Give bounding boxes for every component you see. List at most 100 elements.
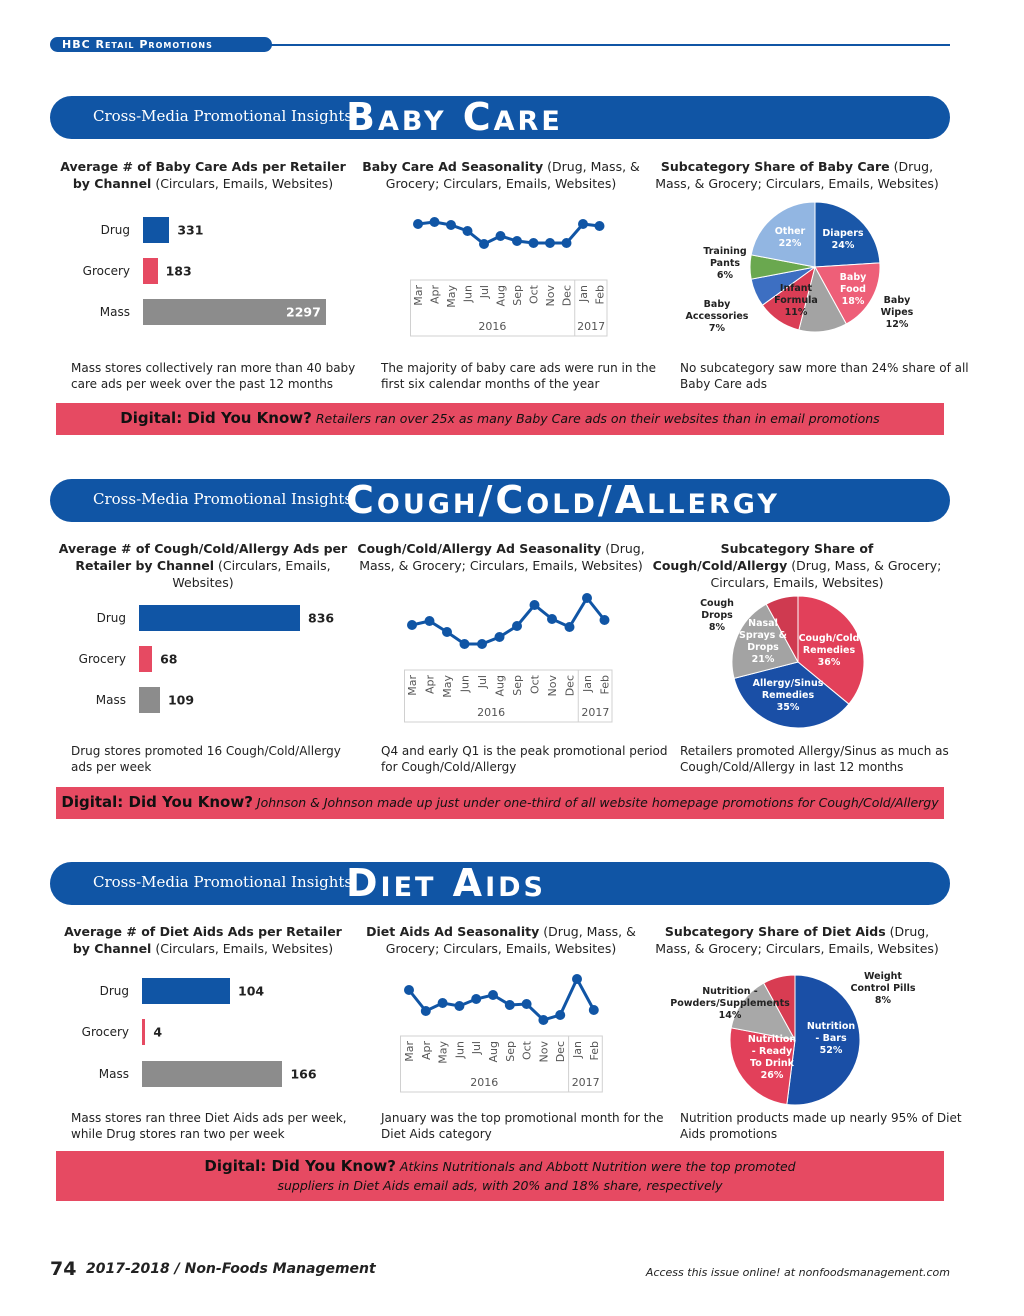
month-tick-label: Apr: [424, 675, 437, 695]
data-point: [582, 593, 592, 603]
heading-bold: Average # of Cough/Cold/Allergy Ads per …: [58, 541, 348, 573]
data-point: [424, 616, 435, 626]
bar-category-label: Mass: [98, 1067, 129, 1081]
month-tick-label: Jul: [476, 675, 489, 689]
bar-category-label: Grocery: [78, 652, 126, 666]
axis-box: [400, 1035, 603, 1093]
subcategory-pie-chart: [729, 974, 861, 1106]
bar: [143, 258, 158, 284]
chart-heading: Cough/Cold/Allergy Ad Seasonality (Drug,…: [356, 540, 646, 574]
month-tick-label: Oct: [521, 1040, 534, 1060]
data-point: [495, 231, 506, 241]
pie-slice: [763, 974, 796, 1041]
pie-slice-label: Other 22%: [774, 226, 806, 249]
year-label: 2016: [477, 706, 505, 719]
chart-heading: Subcategory Share of Cough/Cold/Allergy …: [652, 540, 942, 591]
month-tick-label: Sep: [511, 285, 524, 306]
data-point: [404, 985, 414, 995]
chart-heading: Diet Aids Ad Seasonality (Drug, Mass, & …: [356, 923, 646, 957]
pie-slice-label: Cough Drops 8%: [700, 598, 734, 633]
pie-slice-label: Nutrition - Powders/Supplements 14%: [670, 986, 790, 1021]
chart-caption: Mass stores collectively ran more than 4…: [71, 361, 356, 391]
data-point: [429, 217, 440, 227]
pie-slice-label: Cough/Cold Remedies 36%: [798, 633, 860, 668]
month-tick-label: Jan: [571, 1041, 584, 1059]
did-you-know-banner: Digital: Did You Know? Johnson & Johnson…: [56, 787, 944, 819]
bar-value-label: 166: [290, 1066, 317, 1082]
month-tick-label: Aug: [495, 285, 508, 306]
did-you-know-text: Retailers ran over 25x as many Baby Care…: [311, 411, 880, 426]
month-tick-label: Nov: [537, 1041, 550, 1063]
chart-caption: Drug stores promoted 16 Cough/Cold/Aller…: [71, 744, 341, 774]
bar: [139, 687, 160, 713]
month-tick-label: Mar: [406, 675, 419, 696]
did-you-know-lead: Digital: Did You Know?: [204, 1157, 396, 1175]
seasonality-line-chart: Mar Apr May Jun Jul Aug Sep Oct Nov Dec Jan Feb2016…: [404, 593, 613, 723]
did-you-know-lead: Digital: Did You Know?: [120, 409, 312, 427]
data-point: [512, 236, 522, 246]
bar-category-label: Drug: [100, 223, 130, 237]
heading-qualifier: (Circulars, Emails, Websites): [172, 558, 331, 590]
chart-heading: Baby Care Ad Seasonality (Drug, Mass, & …: [356, 158, 646, 192]
banner-title: Diet Aids: [346, 861, 546, 905]
bar-category-label: Drug: [99, 984, 129, 998]
data-point: [459, 639, 470, 649]
bar-category-label: Mass: [95, 693, 126, 707]
data-point: [599, 615, 610, 625]
data-point: [529, 600, 540, 610]
month-tick-label: Dec: [564, 675, 577, 696]
bar-category-label: Mass: [99, 305, 130, 319]
heading-qualifier: (Drug, Mass, & Grocery; Circulars, Email…: [385, 924, 636, 956]
pie-slice-label: Nutrition - Ready To Drink 26%: [747, 1034, 797, 1081]
heading-bold: Average # of Baby Care Ads per Retailer …: [60, 159, 346, 191]
month-tick-label: Oct: [529, 674, 542, 694]
chart-heading: Average # of Cough/Cold/Allergy Ads per …: [58, 540, 348, 591]
subcategory-pie-chart: [731, 595, 865, 729]
heading-bold: Subcategory Share of Cough/Cold/Allergy: [652, 541, 874, 573]
chart-caption: The majority of baby care ads were run i…: [381, 361, 656, 391]
month-tick-label: May: [437, 1041, 450, 1064]
publication-name: 2017-2018 / Non-Foods Management: [86, 1261, 376, 1277]
bar: [139, 605, 300, 631]
month-tick-label: Apr: [420, 1041, 433, 1061]
month-tick-label: Aug: [487, 1041, 500, 1062]
data-point: [561, 238, 572, 248]
series-line: [407, 975, 596, 1022]
month-tick-label: May: [445, 285, 458, 308]
pie-slice-label: Diapers 24%: [822, 228, 864, 251]
month-tick-label: Aug: [494, 675, 507, 696]
month-tick-label: Jan: [577, 285, 590, 303]
data-point: [528, 238, 539, 248]
data-point: [588, 1005, 599, 1015]
data-point: [446, 220, 456, 230]
pie-slice-label: Infant Formula 11%: [774, 283, 818, 318]
heading-qualifier: (Circulars, Emails, Websites): [151, 941, 334, 956]
seasonality-line-chart: Mar Apr May Jun Jul Aug Sep Oct Nov Dec Jan Feb2016…: [400, 974, 603, 1093]
year-label: 2017: [581, 706, 609, 719]
heading-bold: Cough/Cold/Allergy Ad Seasonality: [357, 541, 602, 556]
data-point: [594, 221, 605, 231]
heading-qualifier: (Drug, Mass, & Grocery; Circulars, Email…: [710, 558, 942, 590]
data-point: [442, 627, 452, 637]
data-point: [564, 622, 575, 632]
data-point: [479, 239, 489, 249]
pie-slice-label: Training Pants 6%: [703, 246, 747, 281]
data-point: [545, 238, 555, 248]
bar-category-label: Grocery: [81, 1025, 129, 1039]
month-tick-label: Jul: [478, 285, 491, 299]
subcategory-pie-chart: [749, 201, 881, 333]
month-tick-label: Mar: [412, 285, 425, 306]
pie-slice: [765, 595, 799, 663]
data-point: [494, 632, 505, 642]
data-point: [488, 990, 498, 1000]
year-label: 2017: [577, 320, 605, 333]
pie-slice-label: Weight Control Pills 8%: [850, 971, 916, 1006]
data-point: [462, 226, 473, 236]
chart-caption: No subcategory saw more than 24% share o…: [680, 361, 969, 391]
bar-value-label: 109: [167, 692, 195, 708]
data-point: [538, 1015, 549, 1025]
bar: [142, 1019, 146, 1045]
pie-slice: [730, 982, 796, 1041]
month-tick-label: Sep: [504, 1041, 517, 1062]
access-online-link[interactable]: Access this issue online! at nonfoodsman…: [645, 1266, 950, 1279]
